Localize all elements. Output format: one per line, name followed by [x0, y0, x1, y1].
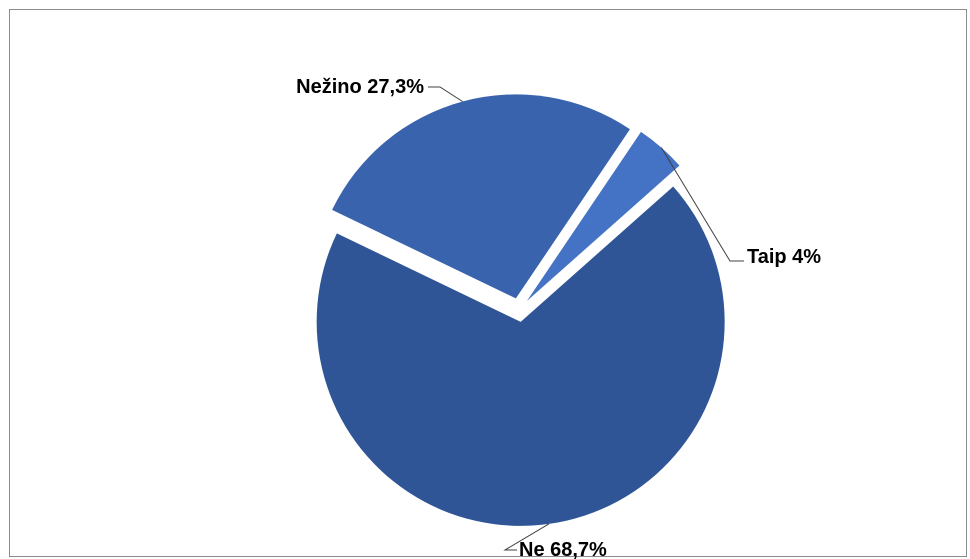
slice-label-nezino: Nežino 27,3% — [296, 76, 424, 98]
slice-label-ne: Ne 68,7% — [519, 539, 607, 559]
pie-slice-ne — [316, 186, 725, 526]
pie-slices — [316, 94, 725, 526]
leader-line-taip — [660, 147, 744, 262]
leader-line-nezino — [428, 86, 463, 102]
slice-label-taip: Taip 4% — [747, 246, 821, 268]
leader-lines — [428, 86, 744, 551]
slice-labels: Taip 4% Ne 68,7% Nežino 27,3% — [296, 76, 821, 559]
pie-slice-taip — [526, 131, 680, 301]
pie-slice-nezino — [332, 94, 630, 299]
leader-line-ne — [503, 523, 550, 551]
